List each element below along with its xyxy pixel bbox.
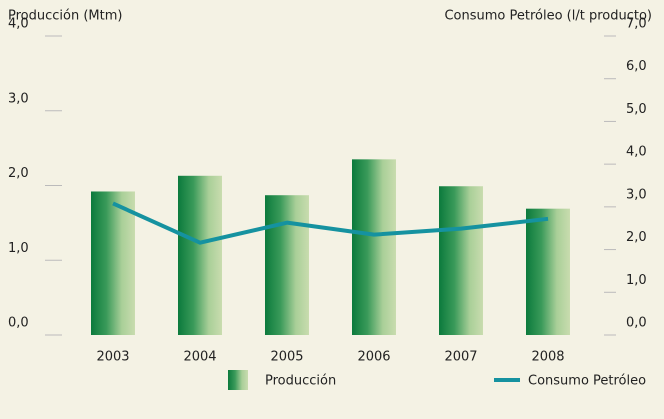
- legend-label: Consumo Petróleo: [528, 374, 646, 389]
- y2-tick-label: 3,0: [626, 187, 647, 202]
- y-axis-title: Producción (Mtm): [8, 9, 122, 24]
- y2-tick-label: 4,0: [626, 145, 647, 160]
- bar: [265, 195, 309, 335]
- bar: [526, 208, 570, 335]
- y-tick-label: 1,0: [8, 241, 29, 256]
- x-tick-label: 2007: [444, 350, 477, 365]
- bar: [352, 159, 396, 335]
- y2-tick-label: 5,0: [626, 102, 647, 117]
- y2-tick-label: 6,0: [626, 59, 647, 74]
- y-tick-label: 2,0: [8, 166, 29, 181]
- x-tick-label: 2006: [357, 350, 390, 365]
- bar: [439, 186, 483, 335]
- y-tick-label: 3,0: [8, 91, 29, 106]
- y2-tick-label: 0,0: [626, 316, 647, 331]
- y2-tick-label: 7,0: [626, 17, 647, 32]
- y2-axis-title: Consumo Petróleo (l/t producto): [444, 9, 652, 24]
- x-tick-label: 2004: [183, 350, 216, 365]
- x-tick-label: 2003: [96, 350, 129, 365]
- legend-label: Producción: [265, 374, 336, 389]
- x-tick-label: 2005: [270, 350, 303, 365]
- y-tick-label: 4,0: [8, 17, 29, 32]
- line: [112, 201, 549, 245]
- y-tick-label: 0,0: [8, 316, 29, 331]
- legend-swatch: [228, 370, 248, 390]
- bar: [91, 191, 135, 335]
- y2-tick-label: 1,0: [626, 273, 647, 288]
- y2-tick-label: 2,0: [626, 230, 647, 245]
- bar: [178, 175, 222, 335]
- x-tick-label: 2008: [531, 350, 564, 365]
